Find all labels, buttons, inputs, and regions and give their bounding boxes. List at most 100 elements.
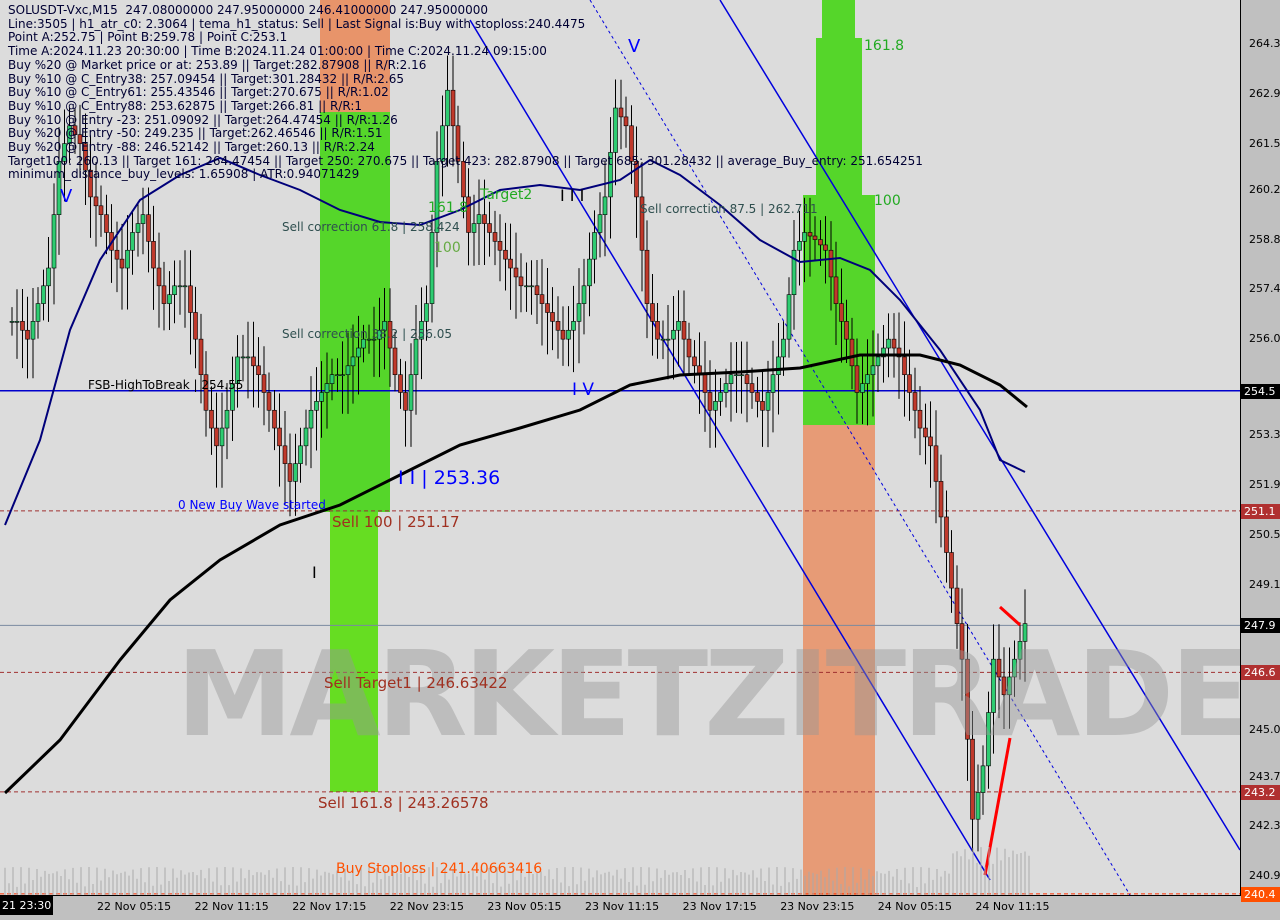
price-chart <box>0 0 1240 895</box>
buy-zone-green-4 <box>822 0 855 40</box>
x-tick-label: 22 Nov 05:15 <box>97 900 172 913</box>
time-axis[interactable]: 21 23:30 22 Nov 05:15 22 Nov 11:15 22 Nov 1… <box>0 896 1240 920</box>
candle-body <box>67 125 72 144</box>
candle-body <box>655 321 660 340</box>
candle-body <box>744 374 750 384</box>
candle-body <box>497 241 503 251</box>
candle-body <box>424 303 429 322</box>
x-tick-label: 24 Nov 05:15 <box>877 900 952 913</box>
sell-target1-label: Sell Target1 | 246.63422 <box>324 674 508 692</box>
candle-body <box>209 409 214 429</box>
candle-body <box>461 161 466 198</box>
candle-body <box>508 258 513 269</box>
x-tick-label: 22 Nov 17:15 <box>292 900 367 913</box>
info-line: Buy %10 @ C_Entry38: 257.09454 || Target… <box>8 71 404 86</box>
candle-body <box>35 303 41 322</box>
candle-body <box>760 401 765 411</box>
channel-line-dotted <box>589 0 1131 895</box>
info-line: minimum_distance_buy_levels: 1.65908 | A… <box>8 167 360 182</box>
candle-body <box>623 116 629 127</box>
candle-body <box>114 249 120 260</box>
price-tag: 251.1 <box>1241 503 1280 519</box>
candle-body <box>329 374 335 384</box>
candle-body <box>146 214 151 242</box>
x-tick-label: 21 23:30 <box>0 896 54 915</box>
candle-body <box>875 356 881 367</box>
candle-body <box>860 383 865 393</box>
channel-line <box>469 19 991 881</box>
candle-body <box>602 196 608 215</box>
candle-body <box>566 329 571 340</box>
candle-body <box>177 285 183 288</box>
price-axis[interactable]: 264.3 262.9 261.5 260.2 258.8 257.4 256.0 253.3… <box>1241 0 1280 920</box>
candle-body <box>660 338 666 341</box>
candle-body <box>938 481 944 518</box>
candle-body <box>592 232 597 260</box>
price-tag: 243.2 <box>1241 784 1280 800</box>
y-tick-label: 257.4 <box>1249 282 1280 296</box>
candle-body <box>104 214 109 233</box>
candle-body <box>366 338 372 341</box>
fib-1618-label: 161.8 <box>428 200 469 216</box>
y-tick-label: 264.3 <box>1249 37 1280 50</box>
candle-body <box>46 267 51 287</box>
candle-body <box>870 365 876 376</box>
info-line: Buy %10 @ C_Entry88: 253.62875 || Target… <box>8 98 362 113</box>
wave-iii-label: I I | 253.36 <box>398 467 501 489</box>
candle-body <box>371 338 377 341</box>
candle-body <box>671 329 676 340</box>
candle-body <box>298 445 303 464</box>
y-tick-label: 242.3 <box>1249 819 1280 833</box>
candle-body <box>907 374 912 393</box>
candle-body <box>387 321 393 349</box>
candle-body <box>240 356 246 359</box>
candle-body <box>613 107 618 153</box>
sell-100-label: Sell 100 | 251.17 <box>332 513 460 531</box>
price-tag: 247.9 <box>1241 618 1280 634</box>
y-tick-label: 261.5 <box>1249 136 1280 150</box>
candle-body <box>30 321 36 340</box>
candle-body <box>445 89 450 127</box>
candle-body <box>125 249 130 269</box>
candle-body <box>959 623 965 660</box>
candle-body <box>818 239 823 246</box>
candle-body <box>293 463 298 482</box>
candle-body <box>14 321 20 323</box>
candle-body <box>356 347 361 358</box>
candle-body <box>1001 676 1007 696</box>
price-tag: 246.6 <box>1241 665 1280 681</box>
y-tick-label: 240.9 <box>1249 869 1280 883</box>
info-line: Buy %10 @ C_Entry61: 255.43546 || Target… <box>8 85 389 100</box>
candle-body <box>224 409 230 429</box>
candle-body <box>728 374 734 384</box>
candle-body <box>734 374 739 377</box>
candle-body <box>970 738 975 820</box>
wave-iii-top-label: I I I <box>560 186 585 205</box>
candle-body <box>245 356 251 359</box>
candle-body <box>954 587 960 624</box>
info-line: Buy %20 @ Entry -50: 249.235 || Target:2… <box>8 126 383 141</box>
candle-body <box>555 321 561 331</box>
candle-body <box>854 365 860 393</box>
candle-body <box>965 658 970 740</box>
candle-body <box>702 374 708 393</box>
candle-body <box>650 303 655 322</box>
candle-body <box>634 161 639 198</box>
trend-line-red <box>998 605 1022 627</box>
candle-body <box>571 321 576 331</box>
candle-body <box>713 401 718 411</box>
candle-body <box>398 374 403 393</box>
chart-plot-area[interactable]: MARKETZITRADE SOLUSDT-Vxc,M15 247.080000… <box>0 0 1241 896</box>
candle-body <box>597 214 603 233</box>
price-tag: 240.4 <box>1241 886 1280 902</box>
candle-body <box>466 196 471 233</box>
candle-body <box>933 445 939 482</box>
candle-body <box>214 427 219 447</box>
candle-body <box>62 143 67 162</box>
candle-body <box>403 392 408 411</box>
candle-body <box>503 249 508 260</box>
candle-body <box>996 658 1002 678</box>
x-tick-label: 23 Nov 05:15 <box>487 900 562 913</box>
candle-body <box>324 383 330 393</box>
price-tag: 254.5 <box>1241 383 1280 399</box>
